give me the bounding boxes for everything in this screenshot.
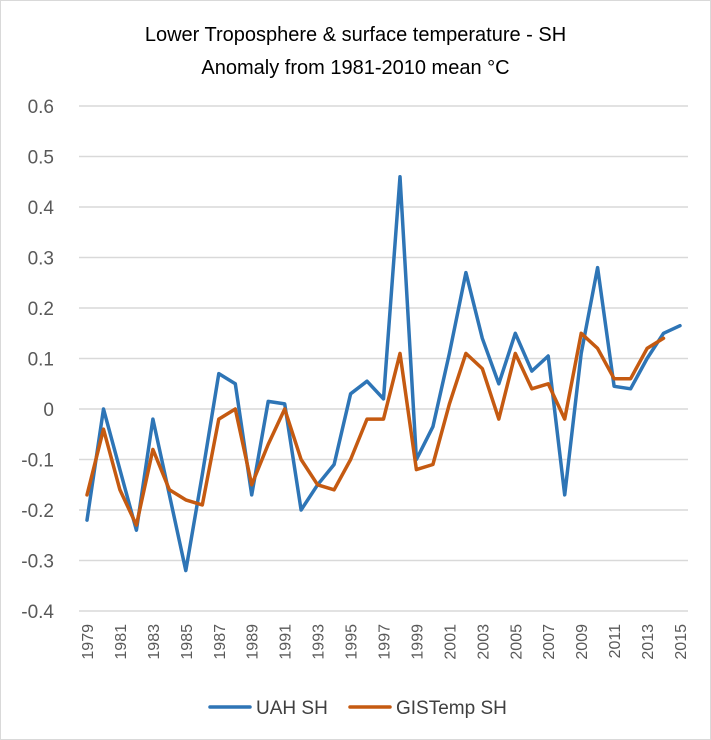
y-tick-label: 0.3 [28, 249, 54, 270]
x-tick-label: 2003 [475, 624, 492, 660]
legend-label: UAH SH [256, 698, 328, 719]
chart-subtitle: Anomaly from 1981-2010 mean °C [201, 57, 510, 79]
series-line-uah-sh [85, 174, 682, 573]
legend: UAH SH GISTemp SH [208, 698, 507, 719]
x-tick-label: 1981 [113, 624, 130, 660]
y-tick-label: 0.6 [28, 97, 54, 118]
x-tick-label: 2005 [508, 624, 525, 660]
x-tick-label: 1991 [278, 624, 295, 660]
chart-title: Lower Troposphere & surface temperature … [144, 24, 567, 46]
x-tick-label: 1999 [409, 624, 426, 660]
y-tick-label: 0.1 [28, 350, 54, 371]
x-tick-label: 1985 [179, 624, 196, 660]
series-line-gistemp-sh [85, 331, 666, 527]
x-tick-label: 2007 [541, 624, 558, 660]
y-tick-label: 0.5 [28, 148, 54, 169]
x-tick-label: 2009 [574, 624, 591, 660]
x-tick-label: 1983 [146, 624, 163, 660]
x-tick-label: 1979 [80, 624, 97, 660]
legend-label: GISTemp SH [396, 698, 507, 719]
x-tick-label: 2013 [640, 624, 657, 660]
y-axis-ticks: 0.6 0.5 0.4 0.3 0.2 0.1 0 -0.1 -0.2 -0.3 -0.4 [21, 97, 54, 623]
y-tick-label: -0.3 [21, 552, 54, 573]
x-tick-label: 2001 [442, 624, 459, 660]
gridlines [79, 105, 688, 612]
y-tick-label: 0 [43, 400, 54, 421]
y-tick-label: -0.1 [21, 451, 54, 472]
x-tick-label: 1995 [344, 624, 361, 660]
x-tick-label: 1989 [245, 624, 262, 660]
x-tick-label: 1987 [212, 624, 229, 660]
y-tick-label: 0.2 [28, 299, 54, 320]
series-lines [85, 174, 682, 573]
y-tick-label: -0.2 [21, 501, 54, 522]
y-tick-label: 0.4 [28, 198, 55, 219]
x-axis-ticks: 1979 1981 1983 1985 1987 1989 1991 1993 1995 1997… [80, 624, 690, 660]
x-tick-label: 2011 [607, 624, 624, 659]
y-tick-label: -0.4 [21, 602, 54, 623]
x-tick-label: 1993 [311, 624, 328, 660]
x-tick-label: 2015 [673, 624, 690, 660]
x-tick-label: 1997 [377, 624, 394, 660]
